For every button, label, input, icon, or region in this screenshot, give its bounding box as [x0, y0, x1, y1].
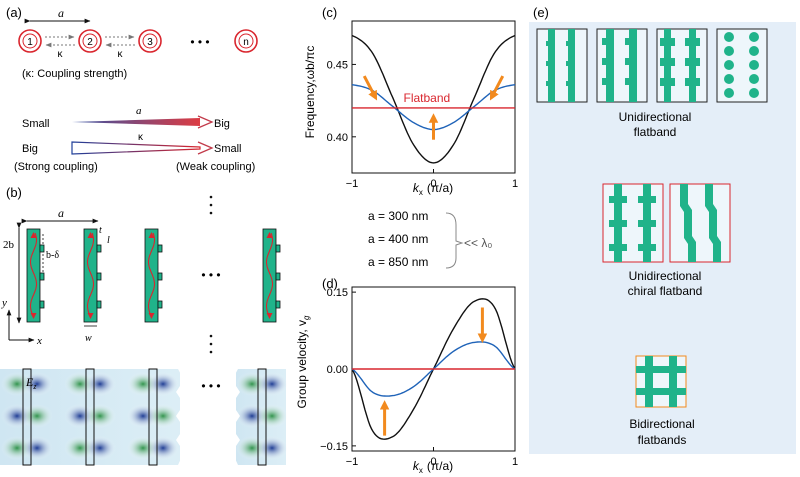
break-right — [232, 369, 240, 465]
kappa-2: κ — [118, 49, 124, 60]
x-tick-label: 0 — [430, 456, 436, 468]
chart-d-ylabel: Group velocity, vg — [295, 315, 311, 408]
coupling-wedge-head — [197, 141, 214, 155]
row1-left: Small — [22, 118, 50, 130]
trend-arrow — [489, 75, 505, 101]
coupling-arrows — [45, 34, 135, 48]
ring-n: n — [234, 29, 258, 53]
trend-arrow — [362, 75, 378, 101]
tooth-t-label: t — [99, 225, 102, 236]
y-axis-label: y — [1, 297, 7, 309]
panel-d-label: (d) — [322, 276, 338, 291]
lattice-2a — [602, 183, 664, 263]
panel-e-label: (e) — [533, 5, 549, 20]
lattice-2b — [669, 183, 731, 263]
series-line — [351, 34, 516, 164]
panel-b: (b) a 2b b-δ t l w y x • • • • • • Ez — [0, 185, 288, 466]
row2-right: Small — [214, 143, 242, 155]
coupling-note: (κ: Coupling strength) — [22, 68, 127, 80]
legend-item-1: a = 300 nm — [368, 209, 428, 223]
row2-left: Big — [22, 143, 38, 155]
x-tick-label: 0 — [430, 178, 436, 190]
caption-3-line2: flatbands — [638, 433, 687, 447]
ring-label-n: n — [243, 37, 249, 48]
caption-2-line2: chiral flatband — [628, 284, 703, 298]
waveguide-strip — [144, 228, 163, 323]
legend-item-3: a = 850 nm — [368, 255, 428, 269]
panel-d: (d) Group velocity, vg kx (π/a) −1 0 1 −0.15… — [295, 276, 518, 475]
field-map: Ez — [0, 368, 288, 466]
tooth-l-label: l — [107, 235, 110, 246]
x-tick-label: −1 — [346, 456, 359, 468]
strong-coupling-note: (Strong coupling) — [14, 161, 98, 173]
coupling-wedge — [71, 141, 201, 155]
panel-a: (a) a 1 2 3 n κ κ • — [6, 5, 258, 173]
panel-c: (c) Frequency,ωb/πc kx (π/a) −1 0 1 0.40 0.45… — [303, 5, 518, 197]
x-axis-label: x — [36, 335, 42, 347]
caption-2-line1: Unidirectional — [629, 269, 702, 283]
panel-c-label: (c) — [322, 5, 337, 20]
ez-label: Ez — [25, 375, 37, 391]
legend-brace — [445, 212, 464, 269]
strip-ellipsis: • • • — [201, 268, 220, 282]
legend-item-2: a = 400 nm — [368, 232, 428, 246]
field-ellipsis: • • • — [201, 379, 220, 393]
y-tick-label: −0.15 — [320, 441, 348, 453]
chart-c-xlabel: kx (π/a) — [413, 181, 453, 197]
chart-c-ylabel: Frequency,ωb/πc — [303, 46, 317, 139]
panel-b-label: (b) — [6, 185, 22, 200]
legend: a = 300 nm a = 400 nm a = 850 nm << λ₀ — [368, 209, 492, 269]
vertical-ellipsis-2 — [209, 334, 213, 354]
panel-a-label: (a) — [6, 5, 22, 20]
weak-coupling-note: (Weak coupling) — [176, 161, 255, 173]
waveguide-strip — [83, 228, 102, 323]
lattice-1c — [656, 28, 708, 103]
caption-1-line2: flatband — [634, 125, 677, 139]
segment-label: b-δ — [46, 250, 59, 261]
ring-label-2: 2 — [87, 37, 93, 48]
lattice-3 — [635, 355, 687, 408]
row1-right: Big — [214, 118, 230, 130]
row1-mid: a — [136, 105, 142, 117]
ring-ellipsis: • • • — [190, 35, 209, 49]
vertical-ellipsis-1 — [209, 195, 213, 215]
chart-c: −1 0 1 0.40 0.45 Flatband — [327, 20, 518, 190]
lattice-1b — [596, 28, 648, 103]
panel-e: (e) Un — [529, 5, 796, 454]
y-tick-label: 0.40 — [327, 132, 348, 144]
lattice-1a — [536, 28, 588, 103]
lattice-1d — [716, 28, 768, 103]
ring-label-3: 3 — [147, 37, 153, 48]
y-tick-label: 0.00 — [327, 364, 348, 376]
spacing-label: a — [58, 6, 64, 20]
spacing-wedge — [72, 118, 200, 126]
height-label: 2b — [3, 239, 15, 251]
ring-label-1: 1 — [27, 37, 33, 48]
row2-mid: κ — [138, 132, 144, 143]
kappa-1: κ — [58, 49, 64, 60]
width-label: w — [85, 333, 92, 344]
x-tick-label: 1 — [512, 456, 518, 468]
chart-d: −1 0 1 −0.15 0.00 0.15 — [320, 286, 518, 468]
ring-3: 3 — [138, 29, 162, 53]
waveguide-strip — [262, 228, 281, 323]
y-tick-label: 0.45 — [327, 59, 348, 71]
caption-1-line1: Unidirectional — [619, 110, 692, 124]
x-tick-label: 1 — [512, 178, 518, 190]
caption-3-line1: Bidirectional — [629, 417, 694, 431]
waveguide-strip — [26, 228, 45, 323]
ring-2: 2 — [78, 29, 102, 53]
break-left — [176, 369, 184, 465]
ring-1: 1 — [18, 29, 42, 53]
period-label: a — [58, 206, 64, 220]
spacing-wedge-head — [197, 115, 214, 129]
waveguide-strips — [26, 228, 281, 323]
chart-d-xlabel: kx (π/a) — [413, 459, 453, 475]
flatband-label: Flatband — [404, 91, 451, 105]
y-tick-label: 0.15 — [327, 287, 348, 299]
x-tick-label: −1 — [346, 178, 359, 190]
legend-note: << λ₀ — [464, 236, 492, 250]
